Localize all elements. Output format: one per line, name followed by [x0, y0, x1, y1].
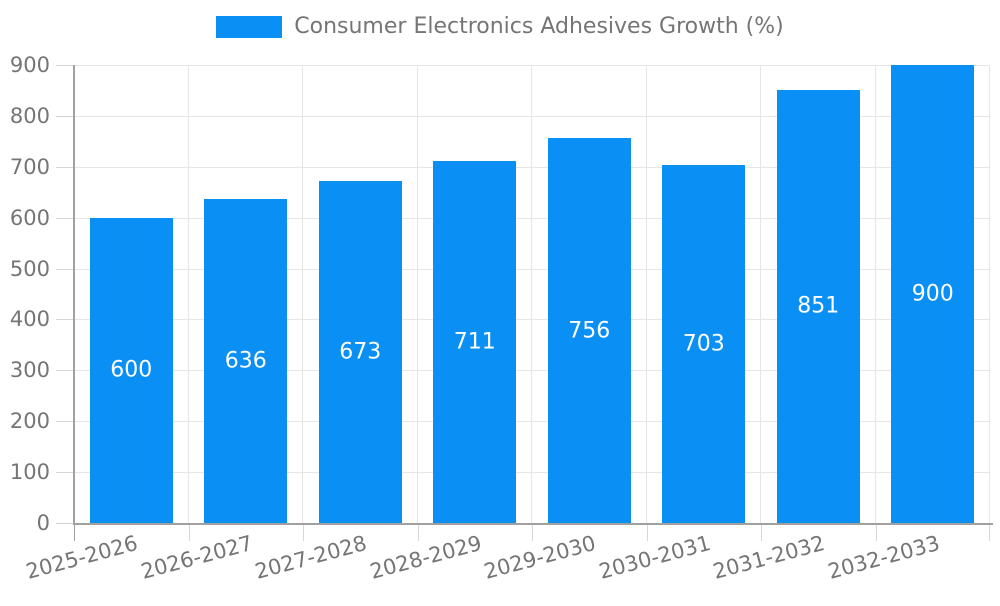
x-tick-mark [303, 523, 304, 541]
bar-value-label: 756 [568, 318, 611, 344]
x-tick-label: 2027-2028 [252, 531, 370, 584]
x-tick-mark [989, 523, 990, 541]
bar [891, 65, 975, 523]
y-tick-mark [56, 319, 74, 321]
grid-line-h [74, 268, 990, 270]
x-tick-label: 2026-2027 [138, 531, 255, 584]
grid-line-h [74, 65, 990, 66]
bar [547, 138, 631, 523]
y-tick-label: 0 [36, 511, 50, 535]
grid-line-h [74, 472, 990, 474]
grid-line-h [74, 421, 990, 423]
y-tick-label: 400 [9, 307, 50, 332]
grid-line-h [74, 166, 990, 168]
grid-line-v [989, 65, 990, 523]
x-tick-label: 2029-2030 [481, 531, 599, 584]
x-tick-label: 2030-2031 [596, 531, 713, 584]
y-tick-mark [56, 217, 74, 219]
x-tick-mark [761, 523, 762, 541]
grid-line-v [187, 65, 189, 523]
y-tick-label: 500 [9, 256, 50, 281]
chart-legend: Consumer Electronics Adhesives Growth (%… [0, 14, 1000, 39]
x-tick-mark [875, 523, 877, 541]
bar-value-label: 600 [110, 357, 153, 383]
grid-line-h [74, 217, 990, 219]
bar-value-label: 636 [224, 348, 267, 374]
grid-line-v [416, 65, 418, 523]
x-tick-label: 2032-2033 [825, 531, 942, 584]
y-tick-mark [56, 523, 74, 524]
y-tick-mark [56, 472, 74, 474]
legend-label: Consumer Electronics Adhesives Growth (%… [294, 14, 784, 39]
y-tick-label: 600 [9, 205, 50, 230]
y-axis-line [73, 65, 75, 525]
y-tick-mark [56, 166, 74, 168]
y-tick-mark [56, 370, 74, 372]
x-tick-label: 2025-2026 [23, 531, 141, 584]
x-tick-mark [532, 523, 533, 541]
grid-line-v [760, 65, 761, 523]
bar [433, 161, 517, 523]
bar-value-label: 711 [453, 329, 496, 355]
grid-line-h [74, 319, 990, 321]
x-tick-mark [74, 523, 75, 541]
x-tick-mark [646, 523, 648, 541]
y-tick-label: 900 [9, 53, 50, 77]
bar [662, 165, 746, 523]
y-tick-label: 100 [9, 460, 50, 485]
bar-value-label: 703 [682, 331, 725, 357]
x-tick-mark [188, 523, 190, 541]
y-axis-labels: 0 100 200 300 400 500 600 700 800 900 [0, 53, 56, 535]
grid-line-v [645, 65, 647, 523]
y-tick-label: 700 [9, 154, 50, 179]
x-tick-label: 2031-2032 [710, 531, 828, 584]
y-tick-label: 200 [9, 409, 50, 434]
x-axis-line [73, 523, 993, 525]
y-tick-mark [56, 268, 74, 270]
bar-value-label: 900 [911, 281, 954, 307]
grid-line-v [531, 65, 532, 523]
grid-line-v [874, 65, 876, 523]
bar [204, 199, 288, 523]
bar-value-label: 851 [797, 293, 840, 319]
bar-value-label: 673 [339, 339, 382, 365]
legend-swatch [216, 15, 283, 38]
y-tick-mark [56, 65, 74, 66]
grid-line-v [302, 65, 303, 523]
y-tick-label: 300 [9, 358, 50, 383]
grid-line-h [74, 115, 990, 117]
x-tick-mark [417, 523, 419, 541]
bar [776, 89, 860, 523]
x-tick-label: 2028-2029 [367, 531, 484, 584]
bar [89, 217, 173, 523]
y-tick-label: 800 [9, 103, 50, 128]
y-tick-mark [56, 421, 74, 423]
bar [318, 180, 402, 523]
plot-area: 600 636 673 711 756 703 851 900 [56, 65, 993, 541]
grid-line-h [74, 370, 990, 372]
y-tick-mark [56, 115, 74, 117]
